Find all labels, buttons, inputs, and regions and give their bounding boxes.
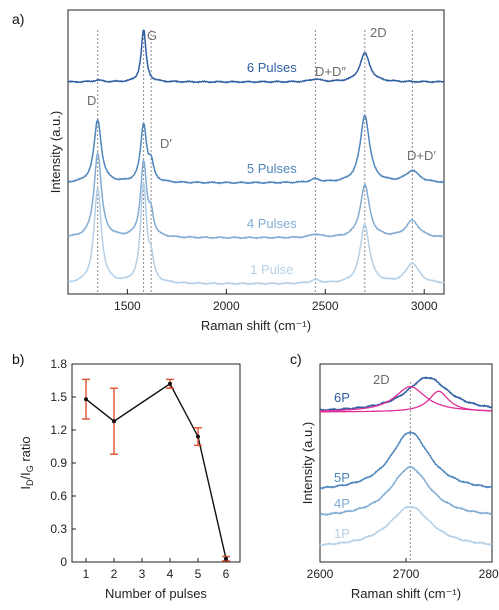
y-tick-label: 1.8 [50, 357, 67, 371]
data-point [196, 434, 200, 439]
data-point [224, 556, 228, 561]
spectrum-line [67, 180, 445, 286]
spectrum-line [67, 152, 444, 240]
fit-line [320, 390, 492, 413]
x-tick-label: 2600 [307, 567, 334, 581]
panel-b: b) 0 0.3 0.6 0.9 1.2 1.5 1.8 1 2 3 4 5 6 Number of … [12, 351, 241, 601]
panel-c-label: c) [290, 351, 302, 367]
peak-label: D+D′ [407, 148, 436, 163]
spectrum-line [67, 113, 445, 185]
spectrum-line [319, 431, 493, 490]
y-tick-label: 0.9 [50, 456, 67, 470]
panel-b-xlabel: Number of pulses [105, 586, 207, 601]
series-label: 1P [334, 526, 350, 541]
series-label: 6 Pulses [247, 60, 297, 75]
y-tick-label: 0.3 [50, 522, 67, 536]
series-label: 5 Pulses [247, 161, 297, 176]
x-tick-label: 2000 [213, 299, 240, 313]
peak-label: D [87, 93, 96, 108]
panel-a-xlabel: Raman shift (cm⁻¹) [201, 318, 311, 333]
peak-label: D′ [160, 136, 172, 151]
series-label: 4P [334, 496, 350, 511]
x-tick-label: 3 [139, 567, 146, 581]
x-tick-label: 2700 [393, 567, 420, 581]
panel-c: c) 2D 6P 5P 4P 1P 2600 2700 2800 Raman shift … [290, 351, 499, 601]
data-point [168, 381, 172, 386]
x-tick-label: 5 [195, 567, 202, 581]
y-tick-label: 1.2 [50, 423, 67, 437]
panel-a-frame [67, 9, 445, 295]
panel-b-label: b) [12, 351, 24, 367]
x-tick-label: 2800 [479, 567, 499, 581]
series-label: 4 Pulses [247, 216, 297, 231]
panel-a-ylabel: Intensity (a.u.) [48, 111, 63, 193]
peak-label: G [147, 28, 157, 43]
data-point [112, 419, 116, 424]
peak-label: D+D″ [315, 64, 346, 79]
panel-b-ylabel: ID/IG ratio [18, 436, 35, 489]
panel-c-ylabel: Intensity (a.u.) [300, 422, 315, 504]
x-tick-label: 2 [111, 567, 118, 581]
spectrum-line [319, 376, 493, 412]
spectrum-line [319, 505, 493, 547]
panel-c-xlabel: Raman shift (cm⁻¹) [351, 586, 461, 601]
y-tick-label: 1.5 [50, 390, 67, 404]
x-tick-label: 3000 [411, 299, 438, 313]
x-tick-label: 1 [83, 567, 90, 581]
series-label: 5P [334, 470, 350, 485]
x-tick-label: 6 [223, 567, 230, 581]
x-tick-label: 1500 [114, 299, 141, 313]
series-label: 1 Pulse [250, 262, 293, 277]
panel-a-label: a) [12, 11, 24, 27]
y-tick-label: 0.6 [50, 489, 67, 503]
peak-label: 2D [373, 372, 390, 387]
peak-label: 2D [370, 25, 387, 40]
spectrum-line [319, 465, 493, 517]
x-tick-label: 2500 [312, 299, 339, 313]
series-label: 6P [334, 390, 350, 405]
data-point [84, 397, 88, 402]
fit-line [320, 386, 492, 412]
ratio-line [85, 382, 227, 559]
y-tick-label: 0 [60, 555, 67, 569]
panel-a: a) 6 Pulses 5 Pulses 4 Pulses 1 Pulse D G D′ D… [12, 9, 445, 333]
spectrum-line [68, 29, 445, 84]
x-tick-label: 4 [167, 567, 174, 581]
